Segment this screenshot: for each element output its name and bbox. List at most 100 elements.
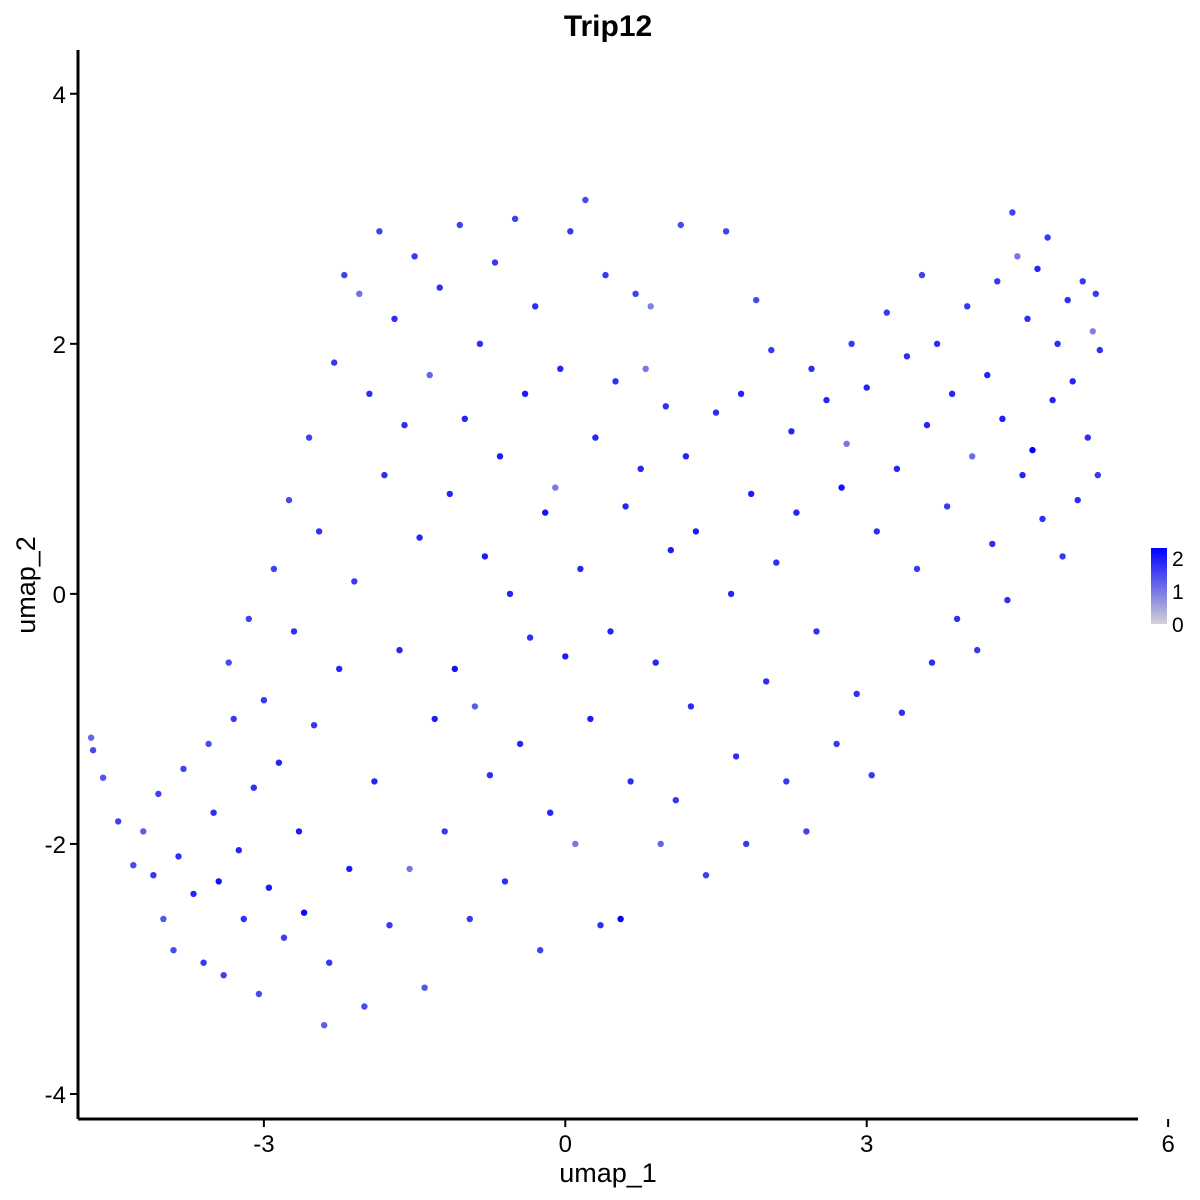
data-point <box>341 271 348 279</box>
data-point <box>753 296 760 304</box>
data-point <box>315 528 323 535</box>
data-point <box>175 853 182 860</box>
data-point <box>351 578 358 585</box>
data-point <box>456 221 463 229</box>
data-point <box>748 490 755 498</box>
data-point <box>255 990 263 998</box>
data-point <box>607 628 614 635</box>
legend-tick-label: 2 <box>1172 548 1184 571</box>
data-point <box>190 890 197 898</box>
data-point <box>838 484 845 491</box>
data-point <box>999 415 1006 422</box>
y-axis-label: umap_2 <box>11 536 41 634</box>
data-point <box>406 865 413 873</box>
data-point <box>737 390 745 397</box>
data-point <box>160 915 167 923</box>
data-point <box>1092 290 1100 297</box>
data-point <box>652 659 659 666</box>
data-point <box>436 284 443 291</box>
data-point <box>290 628 298 635</box>
data-point <box>592 434 599 441</box>
data-point <box>461 415 468 422</box>
data-point <box>376 228 383 235</box>
data-point <box>481 553 489 560</box>
data-point <box>381 471 388 479</box>
data-point <box>948 390 956 397</box>
plot-area <box>87 196 1104 1029</box>
data-point <box>280 934 288 941</box>
data-point <box>953 615 961 623</box>
data-point <box>863 384 870 391</box>
data-point <box>471 703 479 710</box>
data-point <box>476 340 484 347</box>
data-point <box>396 646 403 654</box>
data-point <box>401 421 408 429</box>
data-point <box>451 665 458 673</box>
data-point <box>682 453 690 460</box>
data-point <box>743 840 750 848</box>
data-point <box>265 884 273 891</box>
data-point <box>893 465 901 472</box>
data-point <box>270 565 278 573</box>
data-point <box>848 340 855 347</box>
data-point <box>969 453 976 460</box>
legend-colorbar <box>1151 548 1167 624</box>
data-point <box>516 740 524 748</box>
data-point <box>115 818 122 825</box>
data-point <box>321 1021 328 1029</box>
data-point <box>170 947 177 954</box>
data-point <box>672 797 679 804</box>
chart-title: Trip12 <box>564 10 652 43</box>
data-point <box>923 421 931 429</box>
data-point <box>411 253 418 260</box>
data-point <box>486 772 494 779</box>
data-point <box>627 778 634 785</box>
data-point <box>180 765 187 773</box>
data-point <box>1039 515 1046 523</box>
data-point <box>441 828 448 835</box>
data-point <box>1019 471 1026 479</box>
color-legend: 0 1 2 <box>1151 548 1184 637</box>
data-point <box>833 740 840 748</box>
data-point <box>577 565 584 573</box>
data-point <box>155 790 162 798</box>
data-point <box>275 759 283 766</box>
data-point <box>642 365 649 372</box>
data-point <box>722 228 730 235</box>
legend-tick-label: 0 <box>1172 614 1184 637</box>
data-point <box>547 809 554 816</box>
data-point <box>567 228 574 235</box>
data-point <box>692 528 700 535</box>
data-point <box>898 709 906 716</box>
data-point <box>295 828 303 835</box>
data-point <box>1094 471 1102 479</box>
x-tick-label: -3 <box>253 1131 274 1158</box>
data-point <box>657 840 664 848</box>
data-point <box>491 259 499 266</box>
data-point <box>974 646 981 654</box>
data-point <box>446 490 453 498</box>
data-point <box>285 496 293 504</box>
data-point <box>562 653 569 660</box>
data-point <box>768 346 775 354</box>
data-point <box>391 315 398 322</box>
data-point <box>612 378 619 385</box>
data-point <box>130 862 137 869</box>
data-point <box>557 365 564 372</box>
data-point <box>99 774 107 781</box>
data-point <box>727 590 735 598</box>
data-point <box>200 959 207 966</box>
data-point <box>928 659 936 666</box>
legend-ticks: 0 1 2 <box>1172 548 1184 637</box>
data-point <box>883 309 890 316</box>
data-point <box>622 503 629 510</box>
data-point <box>1009 209 1016 216</box>
y-axis-ticks: -4 -2 0 2 4 <box>45 82 78 1109</box>
data-point <box>521 390 529 397</box>
y-tick-label: -2 <box>45 832 66 859</box>
data-point <box>1064 296 1071 304</box>
data-point <box>1074 496 1081 504</box>
data-point <box>336 665 343 673</box>
data-point <box>205 740 212 748</box>
data-point <box>587 715 594 723</box>
